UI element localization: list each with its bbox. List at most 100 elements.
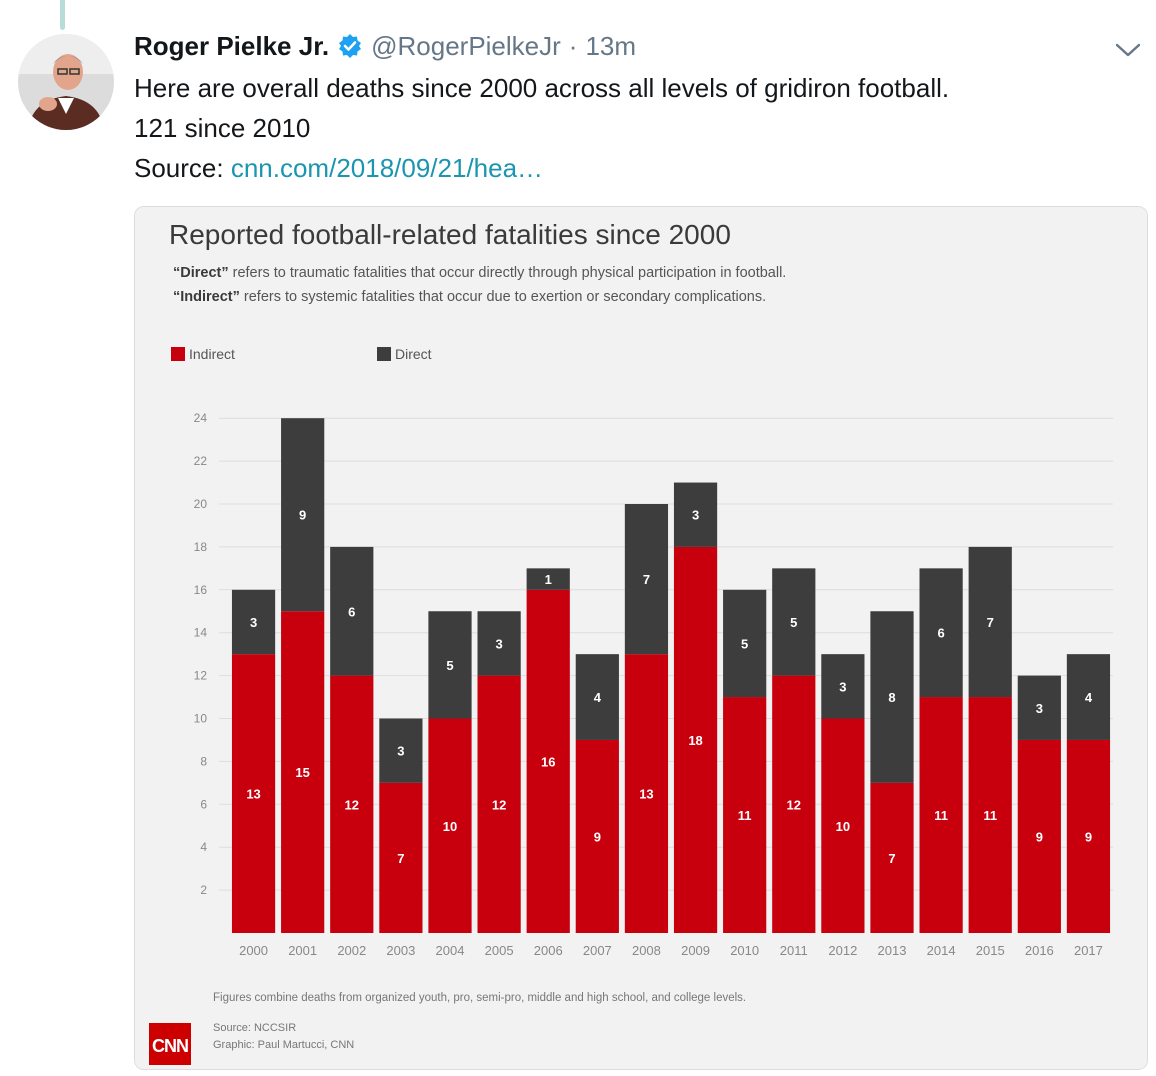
bar-label-direct: 3 [839,679,846,694]
chart-source: Source: NCCSIR [213,1022,296,1034]
x-tick-label: 2017 [1074,943,1103,958]
thread-line [60,0,65,30]
tweet-source-line: Source: cnn.com/2018/09/21/hea… [134,148,949,188]
legend-label-direct: Direct [395,346,432,362]
author-name[interactable]: Roger Pielke Jr. [134,30,330,61]
bar-direct [821,654,865,719]
bar-indirect [379,782,423,933]
bar-direct [968,546,1012,698]
bar-direct [477,611,521,676]
source-label: Source: [134,153,231,183]
tweet-text-line: Here are overall deaths since 2000 acros… [134,73,950,103]
bar-label-direct: 3 [495,636,502,651]
x-tick-label: 2005 [485,943,514,958]
bar-label-indirect: 13 [246,787,260,802]
bar-direct [1017,675,1061,740]
avatar[interactable] [18,34,114,130]
y-tick-label: 6 [200,797,207,811]
bar-label-direct: 3 [692,508,699,523]
bar-indirect [673,546,718,933]
subtitle-direct-term: “Direct” [173,265,229,281]
tweet-header: Roger Pielke Jr. @RogerPielkeJr · 13m [134,30,636,62]
bar-label-indirect: 10 [836,819,850,834]
bar-indirect [821,718,865,933]
bar-label-indirect: 12 [787,797,801,812]
chevron-down-icon[interactable] [1114,38,1142,62]
bar-indirect [968,697,1012,933]
tweet-text: Here are overall deaths since 2000 acros… [134,68,949,188]
y-tick-label: 14 [194,626,208,640]
x-tick-label: 2007 [583,943,612,958]
bar-indirect [919,697,963,933]
bar-label-indirect: 16 [541,754,555,769]
x-tick-label: 2008 [632,943,661,958]
bar-direct [870,611,914,783]
x-tick-label: 2006 [534,943,563,958]
x-tick-label: 2002 [337,943,366,958]
bar-direct [772,568,816,676]
y-tick-label: 12 [194,669,208,683]
x-tick-label: 2016 [1025,943,1054,958]
chart-footnote: Figures combine deaths from organized yo… [213,992,746,1004]
bar-label-direct: 4 [594,690,602,705]
bar-label-indirect: 12 [345,797,359,812]
fatalities-chart: Reported football-related fatalities sin… [135,207,1147,1069]
bar-direct [330,546,374,676]
bar-label-indirect: 7 [397,851,404,866]
chart-bars: 13 3 15 9 12 6 7 3 10 5 12 3 16 1 9 4 13 7 18 3 11 5 12 5 10 3 7 8 1… [231,418,1111,933]
y-tick-label: 10 [194,712,208,726]
subtitle-direct-text: refers to traumatic fatalities that occu… [229,265,787,281]
bar-label-direct: 3 [1036,701,1043,716]
y-tick-label: 4 [200,840,207,854]
y-tick-label: 18 [194,540,208,554]
x-tick-label: 2009 [681,943,710,958]
x-tick-label: 2015 [976,943,1005,958]
x-tick-label: 2011 [780,943,808,958]
bar-label-indirect: 11 [934,808,948,823]
bar-label-direct: 5 [741,636,748,651]
y-tick-label: 20 [194,497,208,511]
y-tick-label: 16 [194,583,208,597]
bar-label-direct: 3 [397,744,404,759]
bar-label-indirect: 11 [983,808,997,823]
chart-legend: Indirect Direct [171,346,432,362]
bar-indirect [428,718,472,933]
bar-label-indirect: 9 [1085,829,1092,844]
cnn-logo-text: CNN [152,1036,188,1056]
tweet-text-line: 121 since 2010 [134,113,311,143]
bar-direct [428,611,472,719]
bar-indirect [1066,739,1111,933]
bar-label-indirect: 11 [738,808,752,823]
legend-swatch-indirect [171,347,185,361]
timestamp[interactable]: 13m [585,30,637,61]
separator-dot: · [568,30,578,61]
bar-label-direct: 6 [348,604,355,619]
bar-label-direct: 7 [987,615,994,630]
y-tick-label: 2 [200,883,207,897]
source-link[interactable]: cnn.com/2018/09/21/hea… [230,153,544,183]
legend-label-indirect: Indirect [189,346,235,362]
subtitle-indirect-term: “Indirect” [173,289,240,305]
bar-indirect [526,589,570,933]
bar-direct [919,568,963,698]
bar-label-indirect: 13 [639,787,653,802]
bar-label-direct: 6 [937,626,944,641]
bar-label-indirect: 18 [688,733,702,748]
subtitle-indirect-text: refers to systemic fatalities that occur… [240,289,766,305]
bar-direct [526,568,570,590]
x-tick-label: 2003 [386,943,415,958]
chart-subtitle-indirect: “Indirect” refers to systemic fatalities… [173,289,766,305]
media-card[interactable]: Reported football-related fatalities sin… [134,206,1148,1070]
bar-indirect [477,675,521,933]
bar-label-direct: 1 [545,572,552,587]
x-tick-label: 2001 [288,943,317,958]
x-tick-label: 2000 [239,943,268,958]
bar-indirect [231,654,276,933]
y-tick-label: 24 [194,411,208,425]
bar-label-indirect: 10 [443,819,457,834]
legend-swatch-direct [377,347,391,361]
author-handle[interactable]: @RogerPielkeJr [371,30,561,61]
bar-indirect [870,782,914,933]
bar-direct [624,504,669,655]
